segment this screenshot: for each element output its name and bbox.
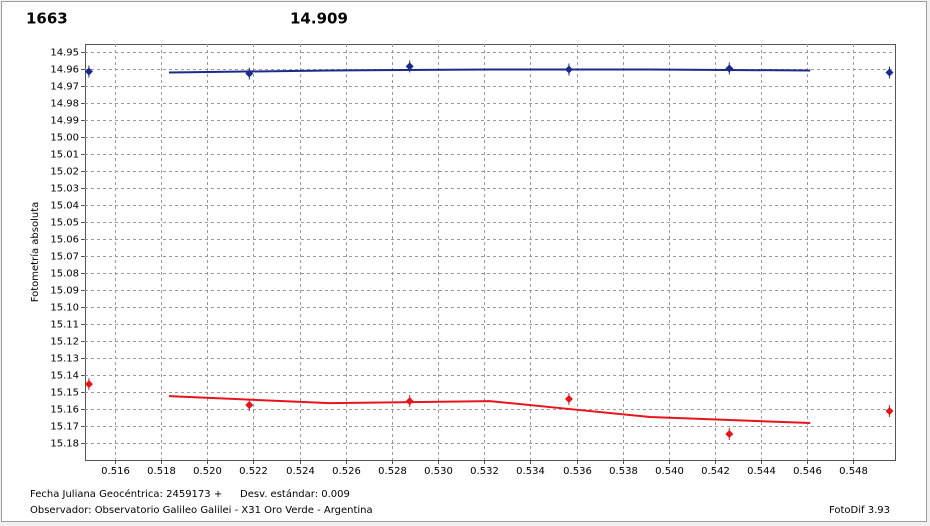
footer-version: FotoDif 3.93 (829, 505, 890, 516)
y-tick-label: 15.14 (50, 371, 79, 382)
fit-line (168, 395, 811, 424)
x-tick-label: 0.524 (286, 466, 315, 477)
x-tick-label: 0.536 (563, 466, 592, 477)
y-tick-label: 15.02 (50, 167, 79, 178)
y-tick-label: 15.17 (50, 422, 79, 433)
y-axis-label: Fotometría absoluta (29, 202, 41, 303)
data-point (885, 405, 894, 418)
y-tick-label: 15.04 (50, 201, 79, 212)
y-tick-label: 15.03 (50, 184, 79, 195)
chart-subtitle: 14.909 (290, 10, 348, 28)
y-tick-label: 15.18 (50, 439, 79, 450)
x-tick-label: 0.540 (655, 466, 684, 477)
x-tick-label: 0.542 (701, 466, 730, 477)
y-tick-label: 15.06 (50, 235, 79, 246)
footer-std: Desv. estándar: 0.009 (240, 488, 350, 500)
x-tick-label: 0.548 (839, 466, 868, 477)
y-tick-label: 14.96 (50, 65, 79, 76)
y-tick-label: 15.07 (50, 252, 79, 263)
data-point (245, 398, 254, 411)
footer-date: Fecha Juliana Geocéntrica: 2459173 + (30, 488, 222, 500)
y-tick-label: 14.99 (50, 116, 79, 127)
x-tick-label: 0.526 (332, 466, 361, 477)
x-tick-label: 0.532 (470, 466, 499, 477)
chart-title: 1663 (26, 10, 68, 28)
y-tick-label: 14.98 (50, 99, 79, 110)
x-tick-label: 0.538 (609, 466, 638, 477)
data-point (885, 66, 894, 79)
y-tick-label: 15.00 (50, 133, 79, 144)
y-tick-label: 15.16 (50, 405, 79, 416)
x-tick-label: 0.530 (424, 466, 453, 477)
y-tick-label: 14.95 (50, 48, 79, 59)
x-tick-label: 0.520 (193, 466, 222, 477)
data-point (84, 378, 93, 391)
x-tick-label: 0.518 (147, 466, 176, 477)
y-tick-label: 15.15 (50, 388, 79, 399)
y-tick-label: 15.12 (50, 337, 79, 348)
plot-area (85, 44, 896, 461)
x-tick-label: 0.534 (516, 466, 545, 477)
y-tick-label: 15.11 (50, 320, 79, 331)
y-tick-label: 15.01 (50, 150, 79, 161)
x-tick-label: 0.544 (747, 466, 776, 477)
x-tick-label: 0.522 (239, 466, 268, 477)
data-point (564, 393, 573, 406)
data-point (725, 428, 734, 441)
x-tick-label: 0.528 (378, 466, 407, 477)
data-point (84, 65, 93, 78)
footer-observer: Observador: Observatorio Galileo Galilei… (30, 505, 373, 516)
y-tick-label: 15.08 (50, 269, 79, 280)
y-tick-label: 15.13 (50, 354, 79, 365)
x-tick-label: 0.516 (101, 466, 130, 477)
fit-line (168, 68, 811, 74)
x-tick-label: 0.546 (793, 466, 822, 477)
y-tick-label: 14.97 (50, 82, 79, 93)
y-tick-label: 15.05 (50, 218, 79, 229)
y-tick-label: 15.10 (50, 303, 79, 314)
y-tick-label: 15.09 (50, 286, 79, 297)
